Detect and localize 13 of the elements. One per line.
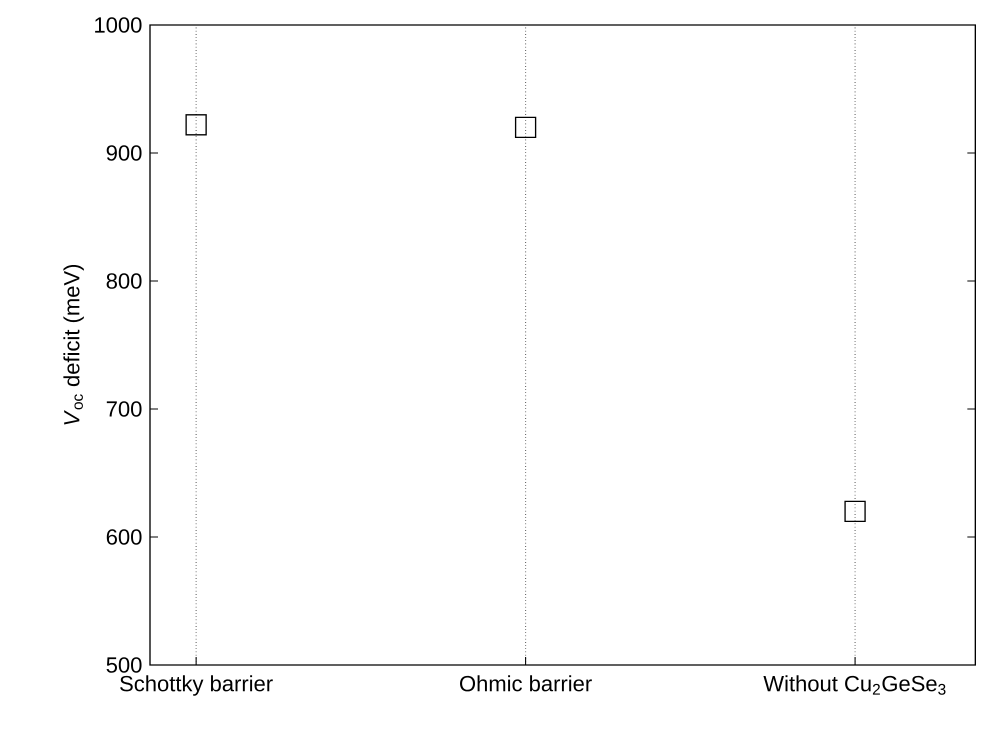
point (844, 500, 866, 522)
x-tick-label: Schottky barrier (120, 675, 273, 696)
x-tick-label: Ohmic barrier (460, 675, 592, 692)
point (514, 116, 536, 138)
x-tick-label: Without Cu$_{2}$GeSe$_{3}$ (763, 675, 946, 695)
y-axis-title: V$_{oc}$ deficit (meV) (63, 264, 84, 425)
y-tick-label: 600 (106, 529, 142, 545)
y-tick-label: 1000 (95, 17, 142, 33)
y-tick-label: 700 (106, 401, 142, 417)
point (185, 114, 207, 136)
y-tick-label: 900 (106, 145, 142, 161)
y-tick-label: 500 (106, 657, 142, 673)
y-tick-label: 800 (106, 273, 142, 289)
